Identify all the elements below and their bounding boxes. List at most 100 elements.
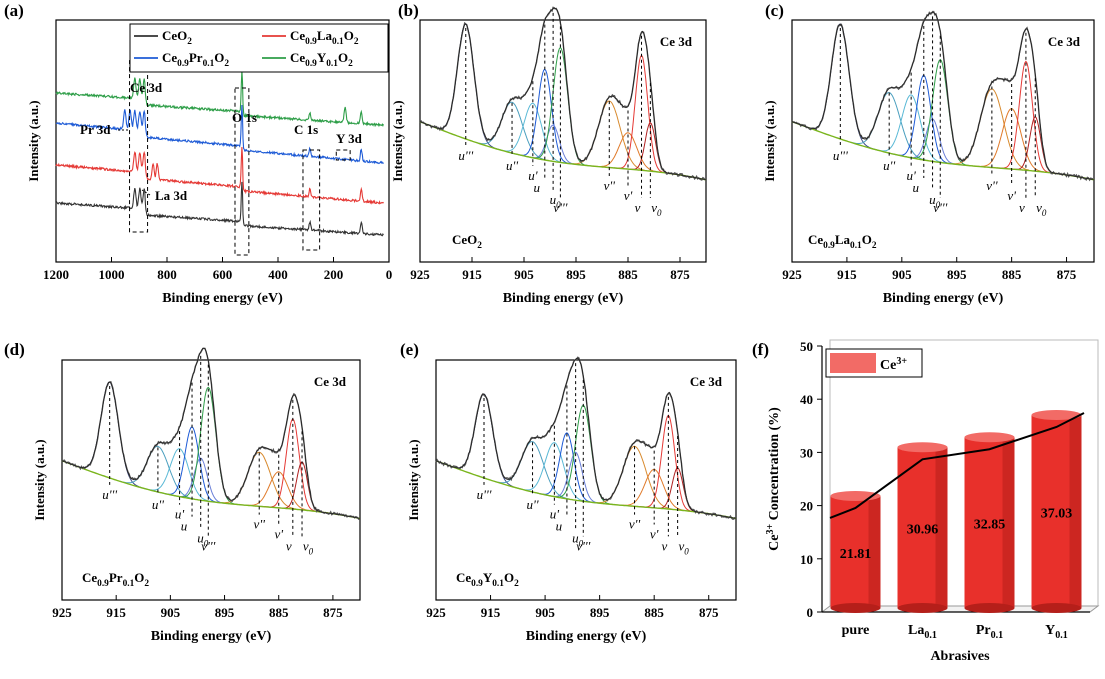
component-v0 [613, 122, 686, 177]
y-axis-label: Intensity (a.u.) [26, 100, 41, 181]
panel-tag: (d) [4, 340, 25, 359]
peak-label: v [635, 200, 641, 215]
bar-shade [868, 495, 881, 608]
peak-label: v0 [678, 538, 689, 556]
x-tick-label: 1200 [43, 267, 69, 282]
component-u''' [71, 381, 147, 490]
bar-value-label: 30.96 [907, 523, 939, 538]
component-v''' [170, 386, 246, 506]
peak-label: v [661, 538, 667, 553]
peak-label: u0 [929, 192, 941, 210]
peak-label: v''' [576, 538, 590, 553]
peak-label: v''' [553, 200, 567, 215]
peak-label: u0 [197, 530, 209, 548]
peak-label: u'' [883, 158, 895, 173]
fit-line [419, 7, 706, 180]
panel-tag: (e) [400, 340, 419, 359]
component-v [605, 54, 677, 175]
bar-shade [1069, 415, 1082, 608]
legend-label: Ce0.9La0.1O2 [290, 28, 359, 47]
legend: CeO2 Ce0.9La0.1O2 Ce0.9Pr0.1O2 Ce0.9Y0.1O2 [129, 23, 389, 73]
bar-3: 37.03 [1031, 410, 1082, 613]
bar-top [964, 432, 1015, 443]
peak-label: u''' [458, 148, 473, 163]
annotation-box [302, 149, 321, 251]
x-tick-label: 875 [323, 605, 343, 620]
component-v'' [953, 88, 1030, 171]
legend-label: CeO2 [162, 28, 192, 47]
component-v' [973, 108, 1050, 174]
bar-top [897, 442, 948, 453]
x-axis-label: Binding energy (eV) [526, 629, 647, 644]
sample-label: Ce0.9La0.1O2 [808, 232, 877, 251]
trend-line [829, 412, 1085, 519]
x-tick-label: 925 [410, 267, 430, 282]
component-v' [615, 468, 692, 512]
component-u' [141, 448, 217, 503]
x-tick-label: Pr0.1 [976, 623, 1003, 641]
fit-line [791, 11, 1093, 180]
component-v''' [545, 404, 621, 506]
background-line [791, 120, 1094, 181]
legend-label: Ce0.9Y0.1O2 [290, 50, 353, 69]
peak-label: v''' [201, 538, 215, 553]
x-tick-label: 885 [644, 605, 664, 620]
peak-label: u' [175, 507, 185, 522]
bar-value-label: 21.81 [840, 547, 872, 562]
panel-b: (b) Ce 3d 925 915 905 895 885 875 Binding energy… [390, 1, 707, 306]
x-tick-label: 0 [386, 267, 393, 282]
x-tick-label: 915 [462, 267, 482, 282]
x-tick-label: 885 [269, 605, 289, 620]
annotation-box [335, 149, 351, 161]
survey-line-CeO2 [55, 181, 384, 237]
component-u0 [516, 124, 589, 167]
legend-swatch [830, 353, 876, 373]
peak-label: v [1019, 200, 1025, 215]
peak-label: u [181, 519, 188, 534]
annotation-label: Y 3d [336, 131, 363, 146]
bar-top [1031, 410, 1082, 421]
fit-line [61, 347, 360, 519]
survey-line-Ce0.9Pr0.1O2 [55, 104, 384, 165]
component-u'' [119, 445, 195, 500]
x-axis-label: Binding energy (eV) [883, 291, 1004, 306]
peak-label: u [913, 180, 920, 195]
peak-label: v'' [604, 178, 616, 193]
x-axis-label: Binding energy (eV) [162, 291, 283, 306]
panel-c: (c) Ce 3d 925 915 905 895 885 875 Binding energy… [762, 1, 1095, 306]
x-tick-label: 895 [215, 605, 235, 620]
bar-base [1031, 603, 1082, 613]
component-v' [240, 471, 316, 512]
peak-label: u'' [506, 158, 518, 173]
x-tick-label: 875 [699, 605, 719, 620]
peak-label: v [286, 538, 292, 553]
x-tick-label: 925 [52, 605, 72, 620]
x-tick-label: 925 [426, 605, 446, 620]
ce3d-title: Ce 3d [1048, 34, 1081, 49]
peak-label: v''' [933, 200, 947, 215]
peak-label: u' [550, 507, 560, 522]
peak-label: v0 [1036, 200, 1047, 218]
peak-label: v'' [986, 178, 998, 193]
plot-frame [435, 359, 737, 601]
x-tick-label: 905 [161, 605, 181, 620]
x-tick-label: 885 [618, 267, 638, 282]
panel-tag: (a) [4, 1, 24, 20]
x-tick-label: 905 [892, 267, 912, 282]
panel-e: (e) Ce 3d 925 915 905 895 885 875 Binding energy… [400, 340, 737, 644]
peak-label: v'' [629, 517, 641, 532]
y-axis-label: Intensity (a.u.) [406, 439, 421, 520]
bar-shade [1002, 437, 1015, 608]
x-tick-label: 1000 [99, 267, 125, 282]
x-tick-label: 925 [782, 267, 802, 282]
x-tick-label: 885 [1002, 267, 1022, 282]
x-axis-label: Binding energy (eV) [151, 629, 272, 644]
peak-label: u0 [572, 530, 584, 548]
peak-label: u'' [152, 497, 164, 512]
x-tick-label: 800 [157, 267, 177, 282]
component-u''' [429, 23, 502, 151]
bar-value-label: 32.85 [974, 518, 1006, 533]
sample-label: Ce0.9Y0.1O2 [456, 570, 519, 589]
y-axis-label: Intensity (a.u.) [762, 100, 777, 181]
x-tick-label: 895 [947, 267, 967, 282]
